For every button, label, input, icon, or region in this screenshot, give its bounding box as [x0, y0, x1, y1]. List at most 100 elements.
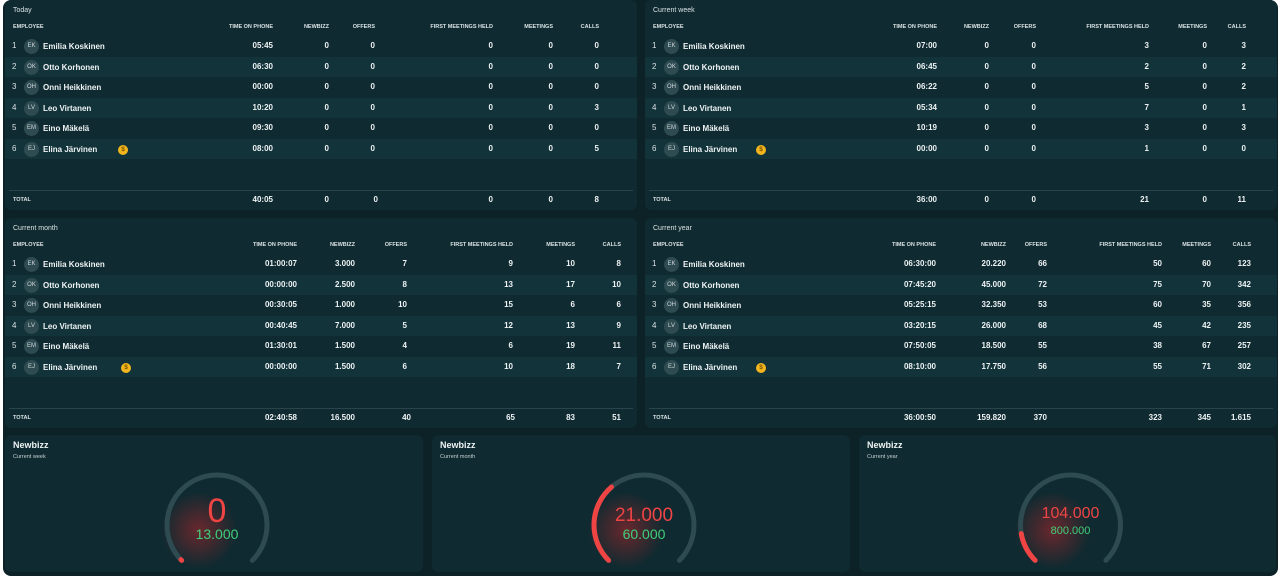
employee-name[interactable]: Leo Virtanen	[43, 103, 92, 113]
column-header-meetings[interactable]: MEETINGS	[1178, 24, 1207, 30]
column-header-meetings[interactable]: MEETINGS	[524, 24, 553, 30]
avatar[interactable]: LV	[664, 100, 679, 116]
employee-name[interactable]: Eino Mäkelä	[43, 124, 90, 133]
table-row[interactable]: 3 OH Onni Heikkinen 00:00 0 0 0 0 0	[5, 77, 637, 98]
column-header-first-meetings-held[interactable]: FIRST MEETINGS HELD	[430, 24, 493, 30]
employee-name[interactable]: Eino Mäkelä	[683, 124, 730, 133]
cell-calls: 6	[616, 300, 621, 309]
employee-name[interactable]: Emilia Koskinen	[43, 42, 105, 51]
employee-name[interactable]: Leo Virtanen	[683, 321, 732, 331]
column-header-meetings[interactable]: MEETINGS	[1182, 242, 1211, 248]
table-row[interactable]: 3 OH Onni Heikkinen 05:25:15 32.350 53 60 35 356	[645, 295, 1277, 316]
table-row[interactable]: 2 OK Otto Korhonen 00:00:00 2.500 8 13 17 10	[5, 274, 637, 295]
avatar[interactable]: LV	[24, 318, 39, 334]
column-header-meetings[interactable]: MEETINGS	[546, 242, 575, 248]
employee-name[interactable]: Leo Virtanen	[683, 103, 732, 113]
row-rank: 3	[652, 82, 657, 91]
column-header-calls[interactable]: CALLS	[602, 242, 621, 248]
avatar[interactable]: EK	[664, 39, 679, 54]
column-header-newbizz[interactable]: NEWBIZZ	[980, 242, 1006, 248]
table-row[interactable]: 3 OH Onni Heikkinen 06:22 0 0 5 0 2	[645, 77, 1277, 98]
employee-name[interactable]: Emilia Koskinen	[683, 42, 745, 51]
gauge-value: 21.000	[614, 505, 674, 526]
column-header-offers[interactable]: OFFERS	[1024, 242, 1047, 248]
column-header-first-meetings-held[interactable]: FIRST MEETINGS HELD	[1099, 242, 1162, 248]
avatar[interactable]: EJ	[664, 359, 679, 375]
column-header-time-on-phone[interactable]: TIME ON PHONE	[228, 24, 273, 30]
employee-name[interactable]: Otto Korhonen	[683, 280, 740, 290]
table-row[interactable]: 5 EM Eino Mäkelä 10:19 0 0 3 0 3	[645, 118, 1277, 139]
avatar[interactable]: LV	[24, 100, 39, 116]
column-header-time-on-phone[interactable]: TIME ON PHONE	[252, 242, 297, 248]
avatar[interactable]: EM	[664, 121, 679, 136]
table-row[interactable]: 5 EM Eino Mäkelä 07:50:05 18.500 55 38 67 257	[645, 336, 1277, 357]
avatar[interactable]: EM	[24, 121, 39, 136]
table-row[interactable]: 4 LV Leo Virtanen 03:20:15 26.000 68 45 42 235	[645, 315, 1277, 336]
avatar[interactable]: EK	[24, 257, 39, 272]
column-header-time-on-phone[interactable]: TIME ON PHONE	[892, 24, 937, 30]
column-header-first-meetings-held[interactable]: FIRST MEETINGS HELD	[450, 242, 513, 248]
table-row[interactable]: 3 OH Onni Heikkinen 00:30:05 1.000 10 15 6 6	[5, 295, 637, 316]
employee-name[interactable]: Onni Heikkinen	[683, 83, 742, 92]
table-row[interactable]: 6 EJ Elina Järvinen $08:10:00 17.750 56 55 71 30…	[645, 356, 1277, 377]
employee-name[interactable]: Elina Järvinen	[683, 362, 738, 372]
avatar[interactable]: OK	[664, 277, 679, 293]
employee-name[interactable]: Onni Heikkinen	[683, 301, 742, 310]
table-row[interactable]: 1 EK Emilia Koskinen 01:00:07 3.000 7 9 10 8	[5, 254, 637, 275]
avatar[interactable]: EJ	[24, 141, 39, 157]
row-rank: 1	[12, 41, 17, 50]
table-row[interactable]: 1 EK Emilia Koskinen 05:45 0 0 0 0 0	[5, 36, 637, 57]
employee-name[interactable]: Otto Korhonen	[43, 62, 100, 72]
column-header-offers[interactable]: OFFERS	[384, 242, 407, 248]
avatar[interactable]: OK	[24, 59, 39, 75]
table-row[interactable]: 1 EK Emilia Koskinen 07:00 0 0 3 0 3	[645, 36, 1277, 57]
employee-name[interactable]: Eino Mäkelä	[683, 342, 730, 351]
employee-name[interactable]: Elina Järvinen	[43, 144, 98, 154]
employee-name[interactable]: Onni Heikkinen	[43, 301, 102, 310]
avatar[interactable]: EM	[664, 339, 679, 354]
table-row[interactable]: 1 EK Emilia Koskinen 06:30:00 20.220 66 50 60 12…	[645, 254, 1277, 275]
avatar[interactable]: EM	[24, 339, 39, 354]
table-row[interactable]: 6 EJ Elina Järvinen $08:00 0 0 0 0 5	[5, 138, 637, 159]
column-header-time-on-phone[interactable]: TIME ON PHONE	[891, 242, 936, 248]
avatar[interactable]: EJ	[24, 359, 39, 375]
column-header-newbizz[interactable]: NEWBIZZ	[303, 24, 329, 30]
employee-name[interactable]: Elina Järvinen	[43, 362, 98, 372]
column-header-calls[interactable]: CALLS	[1227, 24, 1246, 30]
avatar[interactable]: OH	[24, 80, 39, 95]
employee-name[interactable]: Emilia Koskinen	[43, 260, 105, 269]
avatar[interactable]: LV	[664, 318, 679, 334]
avatar[interactable]: EK	[664, 257, 679, 272]
table-row[interactable]: 4 LV Leo Virtanen 10:20 0 0 0 0 3	[5, 97, 637, 118]
employee-name[interactable]: Elina Järvinen	[683, 144, 738, 154]
column-header-calls[interactable]: CALLS	[1232, 242, 1251, 248]
table-row[interactable]: 4 LV Leo Virtanen 05:34 0 0 7 0 1	[645, 97, 1277, 118]
avatar[interactable]: EK	[24, 39, 39, 54]
table-row[interactable]: 6 EJ Elina Järvinen $00:00:00 1.500 6 10 18 7	[5, 356, 637, 377]
employee-name[interactable]: Eino Mäkelä	[43, 342, 90, 351]
column-header-newbizz[interactable]: NEWBIZZ	[963, 24, 989, 30]
table-row[interactable]: 4 LV Leo Virtanen 00:40:45 7.000 5 12 13 9	[5, 315, 637, 336]
column-header-first-meetings-held[interactable]: FIRST MEETINGS HELD	[1086, 24, 1149, 30]
column-header-offers[interactable]: OFFERS	[352, 24, 375, 30]
employee-name[interactable]: Emilia Koskinen	[683, 260, 745, 269]
table-row[interactable]: 6 EJ Elina Järvinen $00:00 0 0 1 0 0	[645, 138, 1277, 159]
avatar[interactable]: OH	[664, 298, 679, 313]
avatar[interactable]: OK	[24, 277, 39, 293]
column-header-calls[interactable]: CALLS	[580, 24, 599, 30]
employee-name[interactable]: Otto Korhonen	[43, 280, 100, 290]
avatar[interactable]: OH	[24, 298, 39, 313]
avatar[interactable]: OK	[664, 59, 679, 75]
table-row[interactable]: 2 OK Otto Korhonen 07:45:20 45.000 72 75 70 342	[645, 274, 1277, 295]
employee-name[interactable]: Otto Korhonen	[683, 62, 740, 72]
table-row[interactable]: 2 OK Otto Korhonen 06:30 0 0 0 0 0	[5, 56, 637, 77]
avatar[interactable]: EJ	[664, 141, 679, 157]
column-header-newbizz[interactable]: NEWBIZZ	[329, 242, 355, 248]
avatar[interactable]: OH	[664, 80, 679, 95]
employee-name[interactable]: Onni Heikkinen	[43, 83, 102, 92]
table-row[interactable]: 2 OK Otto Korhonen 06:45 0 0 2 0 2	[645, 56, 1277, 77]
table-row[interactable]: 5 EM Eino Mäkelä 01:30:01 1.500 4 6 19 11	[5, 336, 637, 357]
column-header-offers[interactable]: OFFERS	[1013, 24, 1036, 30]
table-row[interactable]: 5 EM Eino Mäkelä 09:30 0 0 0 0 0	[5, 118, 637, 139]
employee-name[interactable]: Leo Virtanen	[43, 321, 92, 331]
